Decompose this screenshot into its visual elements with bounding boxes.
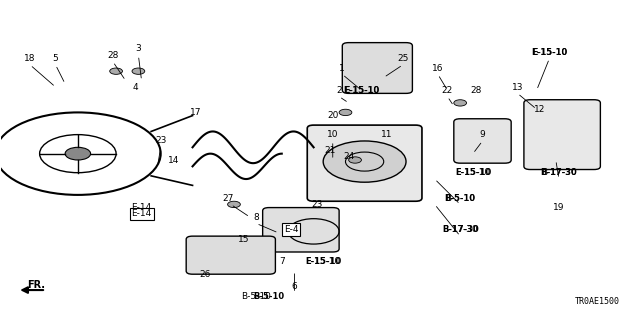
Text: E-14: E-14 <box>131 203 152 212</box>
Text: 16: 16 <box>432 63 444 73</box>
Text: B-17-30: B-17-30 <box>541 168 577 177</box>
Text: E-15-10: E-15-10 <box>306 257 340 266</box>
Text: 28: 28 <box>470 86 482 95</box>
Text: E-15-10: E-15-10 <box>455 168 491 177</box>
Text: 15: 15 <box>238 235 250 244</box>
Text: B-17-30: B-17-30 <box>442 225 478 234</box>
Text: 14: 14 <box>168 156 179 164</box>
Text: E-4: E-4 <box>284 225 299 234</box>
FancyBboxPatch shape <box>307 125 422 201</box>
Text: 26: 26 <box>200 270 211 279</box>
Text: 1: 1 <box>339 63 345 73</box>
Text: 18: 18 <box>24 54 36 63</box>
Circle shape <box>323 141 406 182</box>
Text: E-15-10: E-15-10 <box>305 257 341 266</box>
Text: 27: 27 <box>222 194 234 203</box>
FancyBboxPatch shape <box>524 100 600 170</box>
Text: 7: 7 <box>279 257 285 266</box>
Text: 11: 11 <box>381 130 393 139</box>
FancyBboxPatch shape <box>262 208 339 252</box>
Text: E-15-10: E-15-10 <box>532 48 567 57</box>
Circle shape <box>132 68 145 74</box>
Text: E-15-10: E-15-10 <box>343 86 380 95</box>
Circle shape <box>454 100 467 106</box>
Text: 22: 22 <box>442 86 453 95</box>
Text: 25: 25 <box>397 54 408 63</box>
Text: 23: 23 <box>155 136 166 146</box>
Text: 12: 12 <box>534 105 545 114</box>
Text: E-15-10: E-15-10 <box>344 86 379 95</box>
Text: 6: 6 <box>292 282 298 292</box>
FancyBboxPatch shape <box>186 236 275 274</box>
Text: B-5-10: B-5-10 <box>445 194 475 203</box>
FancyBboxPatch shape <box>454 119 511 163</box>
Text: B-5-10: B-5-10 <box>253 292 285 301</box>
Text: 5: 5 <box>52 54 58 63</box>
Circle shape <box>65 147 91 160</box>
Text: 9: 9 <box>479 130 485 139</box>
Circle shape <box>109 68 122 74</box>
Text: E-15-10: E-15-10 <box>531 48 568 57</box>
Text: 17: 17 <box>190 108 202 117</box>
Text: E-15-10: E-15-10 <box>456 168 490 177</box>
Text: B-17-30: B-17-30 <box>541 168 577 177</box>
Text: 4: 4 <box>132 83 138 92</box>
Text: 13: 13 <box>512 83 524 92</box>
Circle shape <box>339 109 352 116</box>
Text: 23: 23 <box>311 200 323 209</box>
Text: TR0AE1500: TR0AE1500 <box>575 297 620 306</box>
Text: 19: 19 <box>553 203 564 212</box>
Text: 8: 8 <box>253 212 259 222</box>
Text: B-5-10: B-5-10 <box>445 194 476 203</box>
Text: 10: 10 <box>327 130 339 139</box>
Text: 2: 2 <box>336 86 342 95</box>
Circle shape <box>228 201 241 208</box>
Text: E-14: E-14 <box>131 209 152 219</box>
Text: 3: 3 <box>136 44 141 53</box>
Text: 24: 24 <box>343 152 355 161</box>
FancyBboxPatch shape <box>342 43 412 93</box>
Text: FR.: FR. <box>28 280 45 290</box>
Text: B-5-10: B-5-10 <box>241 292 271 301</box>
Text: 20: 20 <box>327 111 339 120</box>
Text: 28: 28 <box>108 51 118 60</box>
Text: E-4: E-4 <box>284 225 299 234</box>
Text: B-17-30: B-17-30 <box>442 225 479 234</box>
Circle shape <box>349 157 362 163</box>
Text: 21: 21 <box>324 146 335 155</box>
